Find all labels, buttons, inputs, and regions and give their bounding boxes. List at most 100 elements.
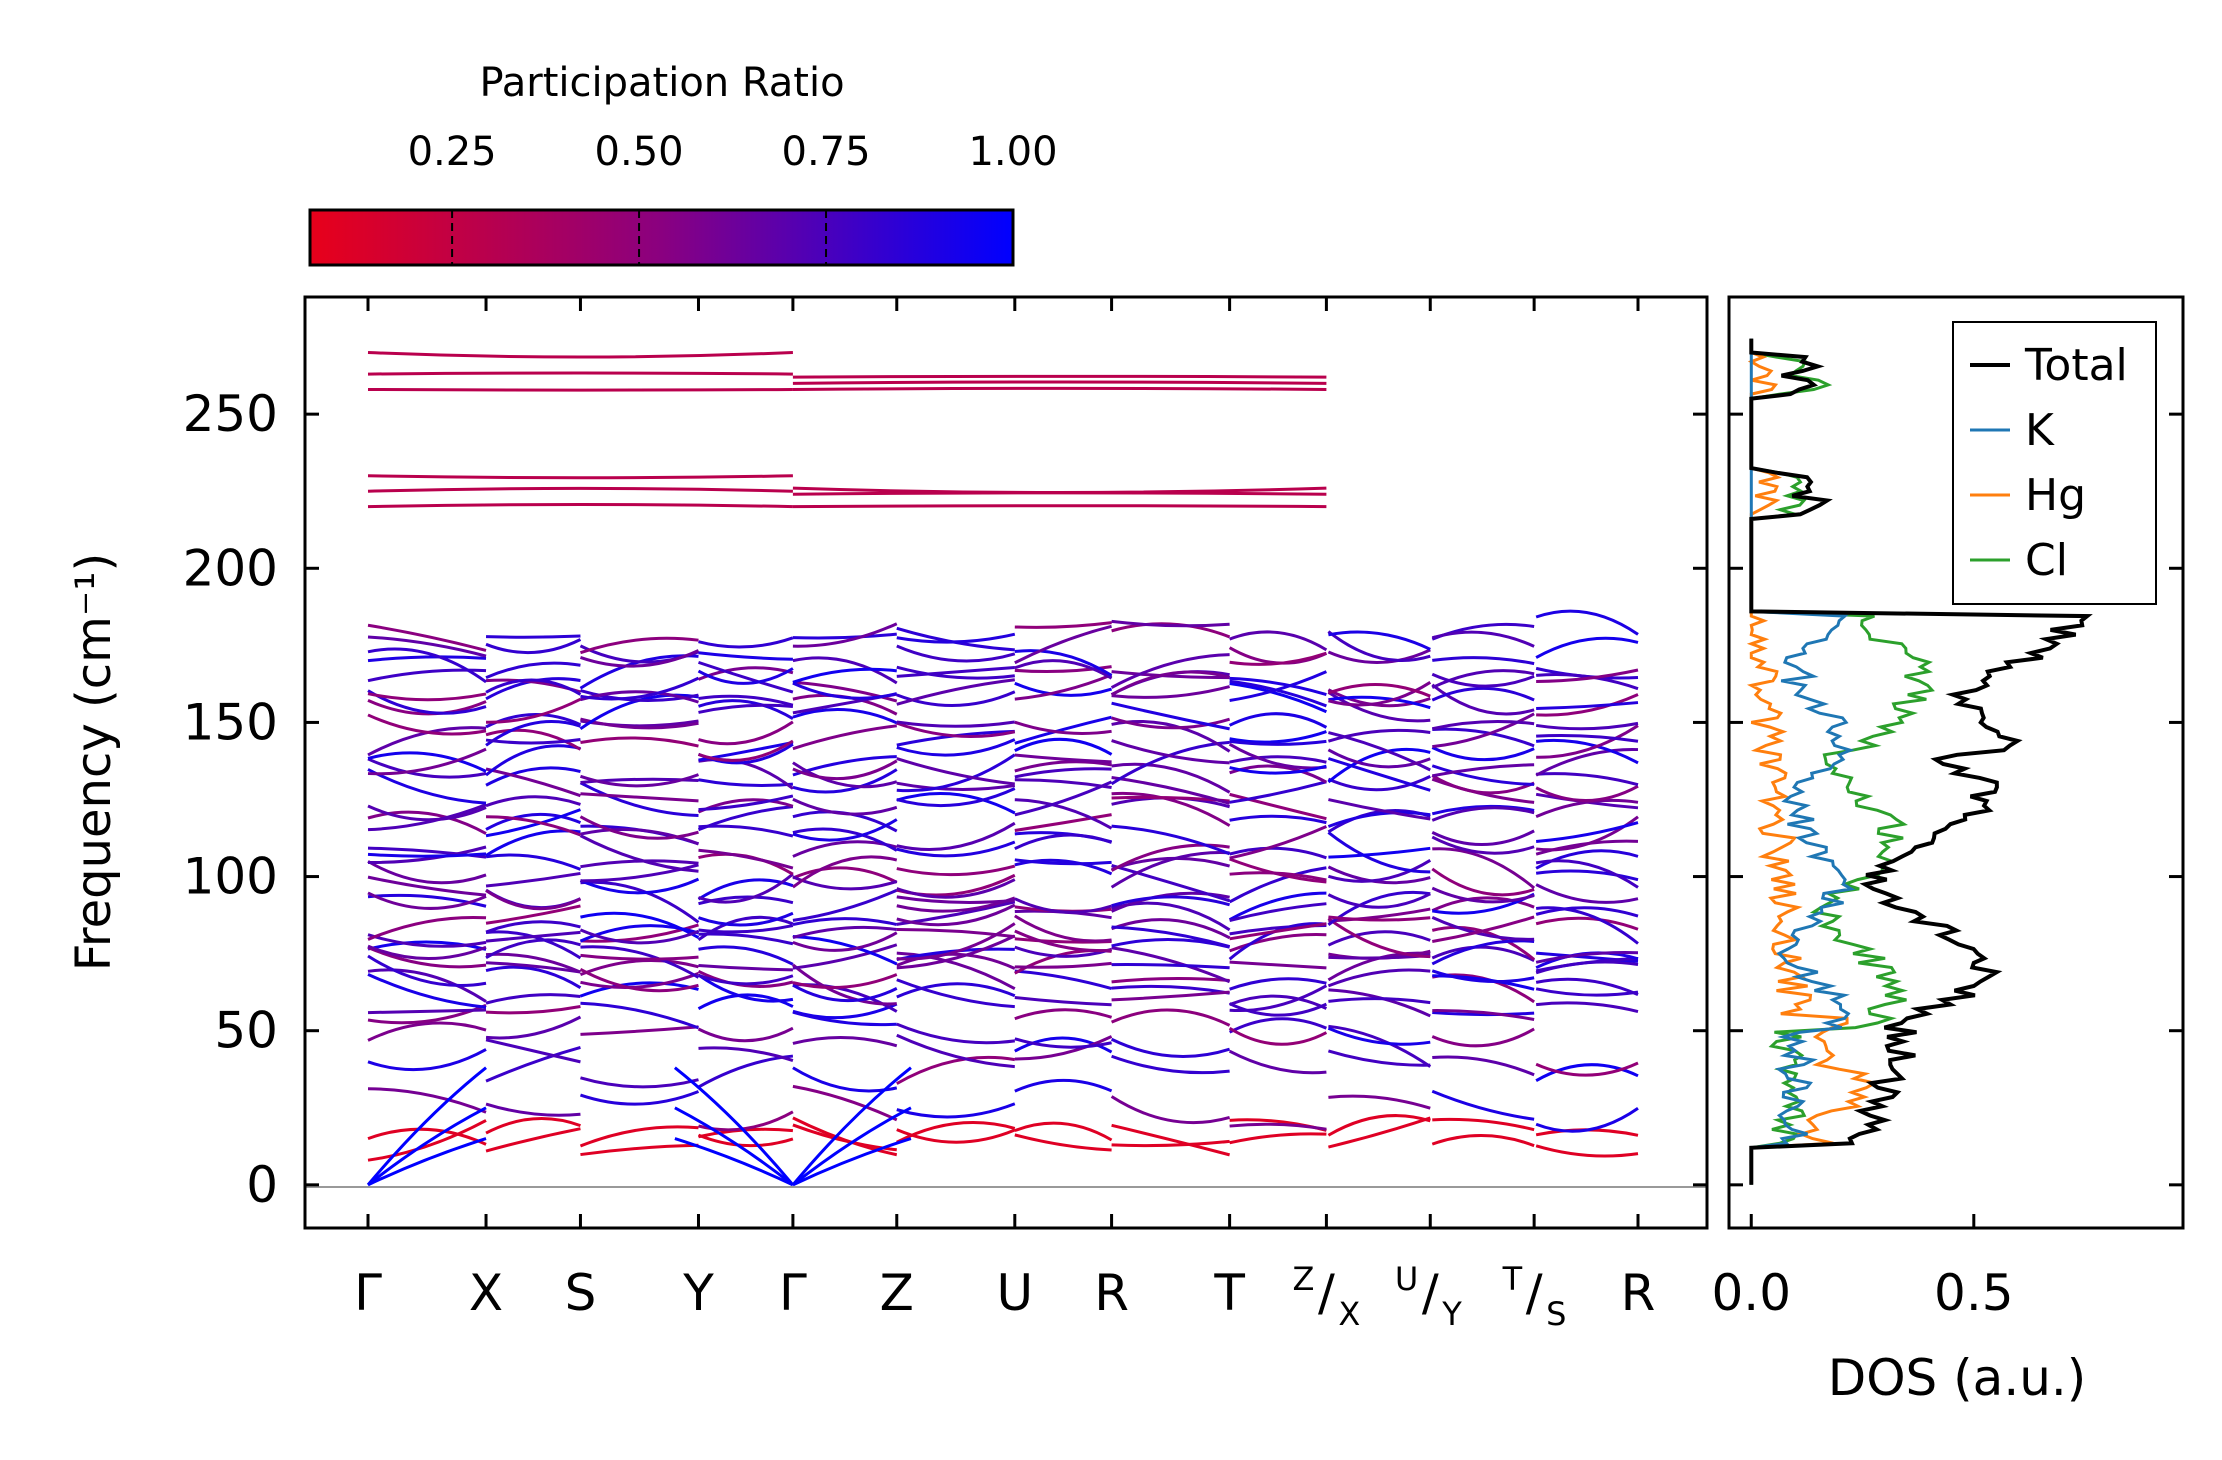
phonon-band — [1014, 995, 1112, 1007]
phonon-band — [697, 1054, 794, 1089]
phonon-band — [792, 622, 898, 648]
phonon-band — [367, 689, 487, 715]
y-tick-label: 150 — [183, 693, 278, 751]
dos-curve-hg — [1746, 338, 1879, 1185]
path-label: Γ — [354, 1264, 382, 1322]
phonon-band — [367, 860, 487, 885]
phonon-band — [1432, 847, 1536, 890]
legend-label-hg: Hg — [2025, 470, 2086, 521]
phonon-band — [1229, 871, 1327, 882]
phonon-band — [485, 795, 581, 808]
phonon-band — [1111, 762, 1231, 794]
phonon-band — [579, 928, 700, 945]
phonon-band — [697, 739, 794, 762]
phonon-band — [1229, 739, 1327, 746]
phonon-band — [1431, 916, 1535, 941]
dos-plot-frame — [1727, 295, 2185, 1230]
phonon-band — [1111, 1123, 1231, 1157]
phonon-band — [1327, 831, 1431, 874]
phonon-band — [367, 635, 487, 658]
legend-label-k: K — [2025, 405, 2055, 456]
phonon-band — [792, 1010, 897, 1027]
phonon-band — [367, 1087, 487, 1114]
phonon-band — [896, 864, 1016, 877]
dos-axis-ticks: 0.0 0.5 — [1711, 1214, 2014, 1322]
phonon-band — [1014, 665, 1112, 674]
y-axis-label: Frequency (cm⁻¹) — [66, 553, 122, 971]
phonon-band — [367, 933, 487, 948]
optical-flat-band — [367, 387, 793, 392]
phonon-band — [896, 1102, 1016, 1119]
phonon-band — [792, 875, 898, 891]
phonon-band — [896, 787, 1016, 808]
phonon-band — [698, 932, 794, 946]
phonon-band — [896, 903, 1016, 927]
phonon-band — [792, 755, 897, 777]
acoustic-branch — [792, 1137, 912, 1187]
phonon-band — [1327, 811, 1431, 828]
phonon-band — [1110, 1008, 1231, 1027]
phonon-band — [367, 623, 487, 652]
phonon-band — [1536, 673, 1639, 691]
phonon-band — [1432, 1009, 1535, 1022]
phonon-band — [1536, 821, 1639, 843]
path-label-top: T — [1502, 1260, 1523, 1298]
phonon-band — [1111, 701, 1230, 731]
phonon-band — [698, 872, 794, 904]
phonon-band — [1536, 693, 1639, 717]
phonon-band — [1328, 695, 1431, 710]
phonon-band — [896, 951, 1016, 991]
phonon-band — [1014, 1037, 1112, 1049]
phonon-band — [1328, 1024, 1432, 1068]
phonon-band — [1014, 1036, 1113, 1054]
phonon-band — [580, 945, 700, 979]
phonon-band — [1229, 825, 1328, 860]
phonon-band — [792, 1066, 898, 1093]
phonon-band — [896, 720, 1016, 728]
phonon-band — [1111, 946, 1231, 984]
phonon-band — [1228, 1026, 1328, 1046]
phonon-band — [367, 810, 487, 835]
phonon-band — [367, 1008, 487, 1015]
phonon-band — [1327, 775, 1431, 792]
phonon-band — [1228, 1017, 1327, 1034]
phonon-band — [792, 1035, 898, 1048]
y-tick-label: 50 — [214, 1002, 278, 1060]
optical-flat-band — [367, 503, 793, 509]
phonon-band — [792, 973, 898, 989]
phonon-band — [579, 781, 699, 818]
phonon-band — [367, 968, 487, 1003]
phonon-band — [367, 1119, 487, 1162]
phonon-band — [1431, 720, 1535, 731]
phonon-band — [1328, 907, 1431, 923]
phonon-band — [1014, 753, 1112, 764]
phonon-band — [1535, 1063, 1639, 1082]
phonon-band — [1535, 906, 1639, 918]
phonon-band — [1535, 1061, 1639, 1077]
phonon-band — [1229, 630, 1328, 652]
phonon-band — [579, 1090, 700, 1106]
phonon-band — [579, 834, 699, 873]
phonon-band — [1328, 630, 1431, 651]
phonon-band — [1432, 1117, 1535, 1132]
phonon-band — [896, 927, 1015, 939]
phonon-band — [1327, 728, 1431, 743]
dos-curve-cl — [1749, 338, 1935, 1185]
phonon-band — [367, 893, 487, 908]
phonon-band — [792, 943, 898, 970]
phonon-band — [1111, 791, 1231, 827]
optical-flat-band — [792, 486, 1327, 494]
phonon-band — [1110, 1037, 1231, 1058]
phonon-band — [1229, 730, 1327, 744]
phonon-band — [792, 935, 898, 966]
phonon-band — [792, 680, 898, 703]
phonon-band — [580, 880, 700, 924]
phonon-band — [579, 1125, 699, 1148]
colorbar: Participation Ratio 0.25 0.50 0.75 1.00 — [308, 60, 1058, 267]
phonon-band — [1014, 737, 1113, 756]
phonon-band — [580, 1001, 700, 1030]
phonon-band — [792, 681, 898, 700]
phonon-band — [1431, 939, 1535, 966]
